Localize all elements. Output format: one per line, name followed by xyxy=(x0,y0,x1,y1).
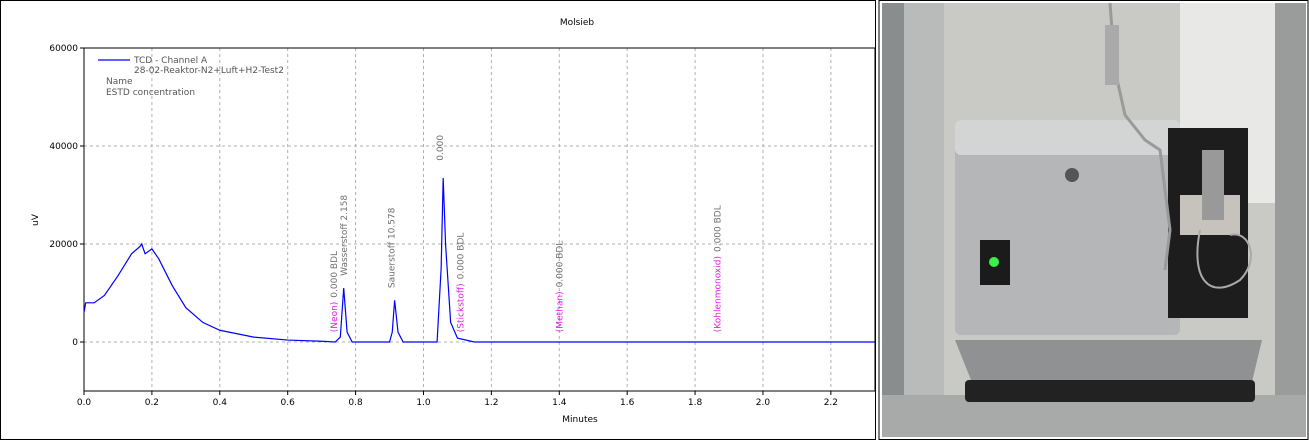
frame-left xyxy=(882,3,904,437)
legend-note: ESTD concentration xyxy=(106,88,195,98)
photo xyxy=(882,2,1306,437)
peak-annotation: Sauerstoff 10.578 xyxy=(388,207,398,288)
x-tick-label: 1.6 xyxy=(620,398,635,408)
peak-name: (Kohlenmonoxid) xyxy=(714,256,724,332)
device-top xyxy=(955,120,1180,155)
peak-annotation: (Stickstoff) 0.000 BDL xyxy=(457,233,467,333)
legend-note: Name xyxy=(106,77,133,87)
peak-annotation: Wasserstoff 2.158 xyxy=(340,195,350,276)
x-tick-label: 0.4 xyxy=(213,398,228,408)
frame-inner xyxy=(904,3,944,437)
frame-right xyxy=(1275,3,1306,437)
peak-name: (Stickstoff) xyxy=(457,283,467,332)
x-tick-label: 0.8 xyxy=(348,398,363,408)
chart-title: Molsieb xyxy=(560,18,594,28)
x-tick-label: 0.2 xyxy=(145,398,159,408)
plot-frame xyxy=(83,47,876,392)
x-tick-label: 1.0 xyxy=(416,398,431,408)
peak-name: (Methan) xyxy=(556,291,566,332)
fitting xyxy=(1105,25,1119,85)
peak-label: 0.000 xyxy=(436,135,446,161)
x-tick-label: 0.0 xyxy=(77,398,92,408)
peak-label: Sauerstoff 10.578 xyxy=(388,207,398,288)
y-tick-label: 60000 xyxy=(49,44,78,54)
x-axis-title: Minutes xyxy=(562,415,598,425)
port xyxy=(1065,168,1079,182)
x-tick-label: 0.6 xyxy=(281,398,296,408)
chart-panel xyxy=(0,0,876,440)
peak-label: 0.000 BDL xyxy=(330,251,340,298)
x-tick-label: 1.8 xyxy=(688,398,703,408)
line-series xyxy=(83,177,875,343)
peak-name: (Neon) xyxy=(330,302,340,333)
stand-bar xyxy=(965,380,1255,402)
valve xyxy=(1202,150,1224,220)
y-tick-label: 40000 xyxy=(49,142,78,152)
peak-annotation: (Methan) 0.000 BDL xyxy=(556,241,566,333)
peak-label: 0.000 BDL xyxy=(714,205,724,252)
y-axis-title: uV xyxy=(31,213,41,226)
x-tick-label: 2.2 xyxy=(824,398,838,408)
stand xyxy=(955,340,1262,390)
peak-label: Wasserstoff 2.158 xyxy=(340,195,350,276)
y-tick-label: 20000 xyxy=(49,240,78,250)
legend-label: TCD - Channel A xyxy=(133,56,208,66)
legend-note: 28-02-Reaktor-N2+Luft+H2-Test2 xyxy=(134,66,284,76)
peak-label: 0.000 BDL xyxy=(556,241,566,288)
x-tick-label: 1.2 xyxy=(484,398,498,408)
device-body xyxy=(955,120,1180,335)
peak-label: 0.000 BDL xyxy=(457,233,467,280)
y-tick-label: 0 xyxy=(72,338,78,348)
peak-annotation: (Kohlenmonoxid) 0.000 BDL xyxy=(714,205,724,332)
x-tick-label: 2.0 xyxy=(756,398,771,408)
x-tick-label: 1.4 xyxy=(552,398,567,408)
loop xyxy=(1196,229,1252,289)
peak-annotation: (Neon) 0.000 BDL xyxy=(330,251,340,332)
led xyxy=(989,257,999,267)
peak-annotation: 0.000 xyxy=(436,135,446,161)
